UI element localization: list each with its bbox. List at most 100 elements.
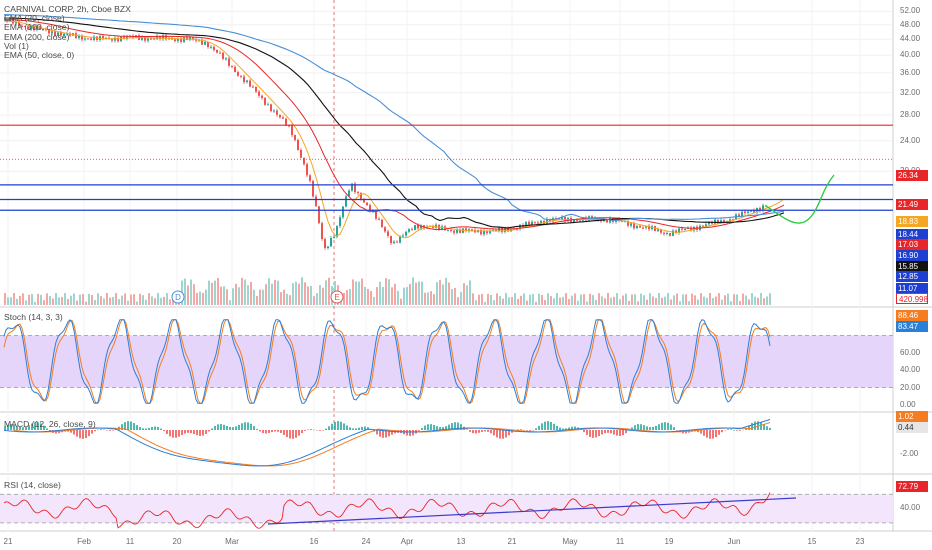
volume-bar — [142, 295, 144, 305]
volume-bar — [493, 300, 495, 305]
volume-bar — [445, 277, 447, 305]
volume-bar — [124, 293, 126, 305]
volume-bar — [478, 294, 480, 305]
volume-bar — [451, 289, 453, 305]
volume-bar — [718, 293, 720, 305]
candle-body — [228, 58, 230, 66]
volume-bar — [118, 299, 120, 305]
volume-bar — [160, 297, 162, 305]
candle-body — [585, 217, 587, 221]
volume-bar — [511, 297, 513, 305]
candle-body — [579, 220, 581, 222]
candle-body — [90, 38, 92, 41]
stoch-tag: 88.46 — [896, 310, 928, 321]
macd-histogram-bar — [202, 430, 204, 436]
macd-histogram-bar — [556, 425, 558, 430]
candle-body — [282, 117, 284, 119]
candle-body — [213, 46, 215, 50]
volume-bar — [403, 287, 405, 305]
macd-histogram-bar — [277, 430, 279, 432]
volume-bar — [619, 299, 621, 305]
volume-bar — [646, 299, 648, 305]
macd-histogram-bar — [448, 424, 450, 430]
legend-ema100[interactable]: EMA (100, close) — [4, 22, 70, 33]
volume-bar — [61, 297, 63, 305]
volume-bar — [766, 296, 768, 305]
macd-histogram-bar — [70, 430, 72, 433]
candle-body — [489, 230, 491, 234]
macd-histogram-bar — [757, 421, 759, 430]
macd-tag: 0.44 — [896, 422, 928, 433]
macd-histogram-bar — [268, 430, 270, 433]
macd-histogram-bar — [568, 427, 570, 430]
volume-bar — [547, 293, 549, 305]
macd-histogram-bar — [619, 430, 621, 436]
macd-histogram-bar — [334, 421, 336, 430]
candle-body — [36, 26, 38, 30]
candle-body — [396, 241, 398, 243]
price-axis-label: 52.00 — [900, 6, 921, 16]
volume-bar — [253, 289, 255, 305]
candle-body — [465, 228, 467, 231]
candle-body — [111, 38, 113, 41]
volume-bar — [310, 285, 312, 305]
macd-histogram-bar — [655, 425, 657, 430]
rsi-trendline — [267, 497, 797, 525]
candle-body — [399, 235, 401, 243]
candle-body — [573, 219, 575, 223]
volume-bar — [325, 280, 327, 305]
volume-bar — [508, 297, 510, 305]
legend-ema20[interactable]: EMA (20, close) — [4, 13, 65, 24]
volume-bar — [25, 300, 27, 305]
volume-bar — [616, 293, 618, 305]
macd-histogram-bar — [352, 428, 354, 430]
price-tag: 15.85 — [896, 261, 928, 272]
macd-signal-line — [13, 422, 771, 467]
macd-legend[interactable]: MACD (12, 26, close, 9) — [4, 419, 96, 429]
legend-ema50[interactable]: EMA (50, close, 0) — [4, 50, 75, 61]
candle-body — [120, 36, 122, 42]
candle-body — [234, 66, 236, 73]
macd-histogram-bar — [316, 430, 318, 431]
volume-bar — [658, 293, 660, 305]
macd-histogram-bar — [286, 430, 288, 438]
candle-body — [87, 38, 89, 40]
time-axis-label: Feb — [77, 537, 91, 546]
ema200-line — [4, 14, 785, 221]
volume-bar — [229, 300, 231, 305]
candle-body — [219, 52, 221, 54]
macd-histogram-bar — [454, 422, 456, 430]
volume-bar — [475, 300, 477, 305]
price-tag: 16.90 — [896, 250, 928, 261]
legend-volume[interactable]: Vol (1) — [4, 40, 29, 51]
macd-histogram-bar — [676, 430, 678, 431]
rsi-legend[interactable]: RSI (14, close) — [4, 480, 61, 490]
macd-histogram-bar — [586, 430, 588, 435]
candle-body — [15, 21, 17, 24]
macd-histogram-bar — [529, 430, 531, 431]
macd-histogram-bar — [169, 430, 171, 437]
candle-body — [201, 39, 203, 45]
macd-histogram-bar — [223, 424, 225, 430]
macd-histogram-bar — [541, 423, 543, 430]
volume-bar — [196, 292, 198, 305]
macd-histogram-bar — [136, 425, 138, 430]
volume-bar — [706, 297, 708, 305]
legend-ema200[interactable]: EMA (200, close) — [4, 31, 70, 42]
price-tag: 18.44 — [896, 229, 928, 240]
macd-histogram-bar — [727, 429, 729, 430]
macd-histogram-bar — [730, 429, 732, 430]
macd-histogram-bar — [256, 428, 258, 430]
volume-bar — [586, 301, 588, 305]
macd-histogram-bar — [124, 422, 126, 430]
volume-bar — [265, 284, 267, 305]
stoch-legend[interactable]: Stoch (14, 3, 3) — [4, 312, 63, 322]
volume-bar — [88, 293, 90, 305]
candle-body — [279, 114, 281, 118]
macd-histogram-bar — [523, 429, 525, 431]
volume-bar — [712, 298, 714, 305]
volume-bar — [208, 280, 210, 305]
macd-histogram-bar — [430, 424, 432, 430]
